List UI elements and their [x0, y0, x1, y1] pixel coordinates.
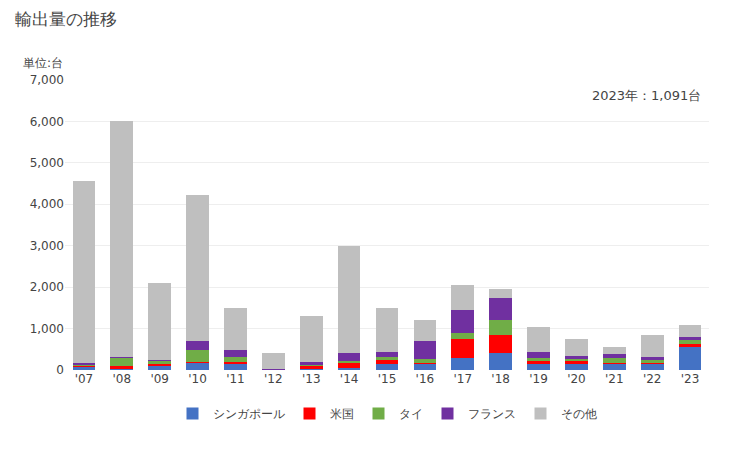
svg-text:'11: '11 [226, 372, 245, 386]
svg-text:5,000: 5,000 [30, 156, 64, 170]
svg-text:単位:台: 単位:台 [23, 56, 63, 70]
svg-text:タイ: タイ [399, 407, 423, 421]
svg-text:'14: '14 [340, 372, 359, 386]
svg-text:'15: '15 [378, 372, 397, 386]
svg-text:'20: '20 [567, 372, 586, 386]
svg-text:'21: '21 [605, 372, 624, 386]
svg-text:6,000: 6,000 [30, 115, 64, 129]
svg-text:7,000: 7,000 [30, 73, 64, 87]
svg-text:0: 0 [56, 363, 64, 377]
svg-text:2,000: 2,000 [30, 280, 64, 294]
svg-text:シンガポール: シンガポール [213, 407, 285, 421]
svg-text:'13: '13 [302, 372, 321, 386]
svg-text:'08: '08 [113, 372, 132, 386]
svg-text:4,000: 4,000 [30, 197, 64, 211]
svg-text:'23: '23 [681, 372, 700, 386]
svg-text:1,000: 1,000 [30, 322, 64, 336]
svg-text:'07: '07 [75, 372, 94, 386]
svg-text:フランス: フランス [468, 407, 516, 421]
svg-text:'16: '16 [416, 372, 435, 386]
svg-text:'09: '09 [150, 372, 169, 386]
svg-text:'17: '17 [453, 372, 472, 386]
svg-text:'18: '18 [491, 372, 510, 386]
svg-text:輸出量の推移: 輸出量の推移 [15, 9, 117, 29]
svg-text:'19: '19 [529, 372, 548, 386]
svg-text:3,000: 3,000 [30, 239, 64, 253]
svg-text:その他: その他 [561, 407, 597, 421]
svg-text:米国: 米国 [330, 407, 354, 421]
svg-text:'12: '12 [264, 372, 283, 386]
svg-text:'10: '10 [188, 372, 207, 386]
svg-text:2023年：1,091台: 2023年：1,091台 [592, 88, 701, 103]
svg-text:'22: '22 [643, 372, 662, 386]
